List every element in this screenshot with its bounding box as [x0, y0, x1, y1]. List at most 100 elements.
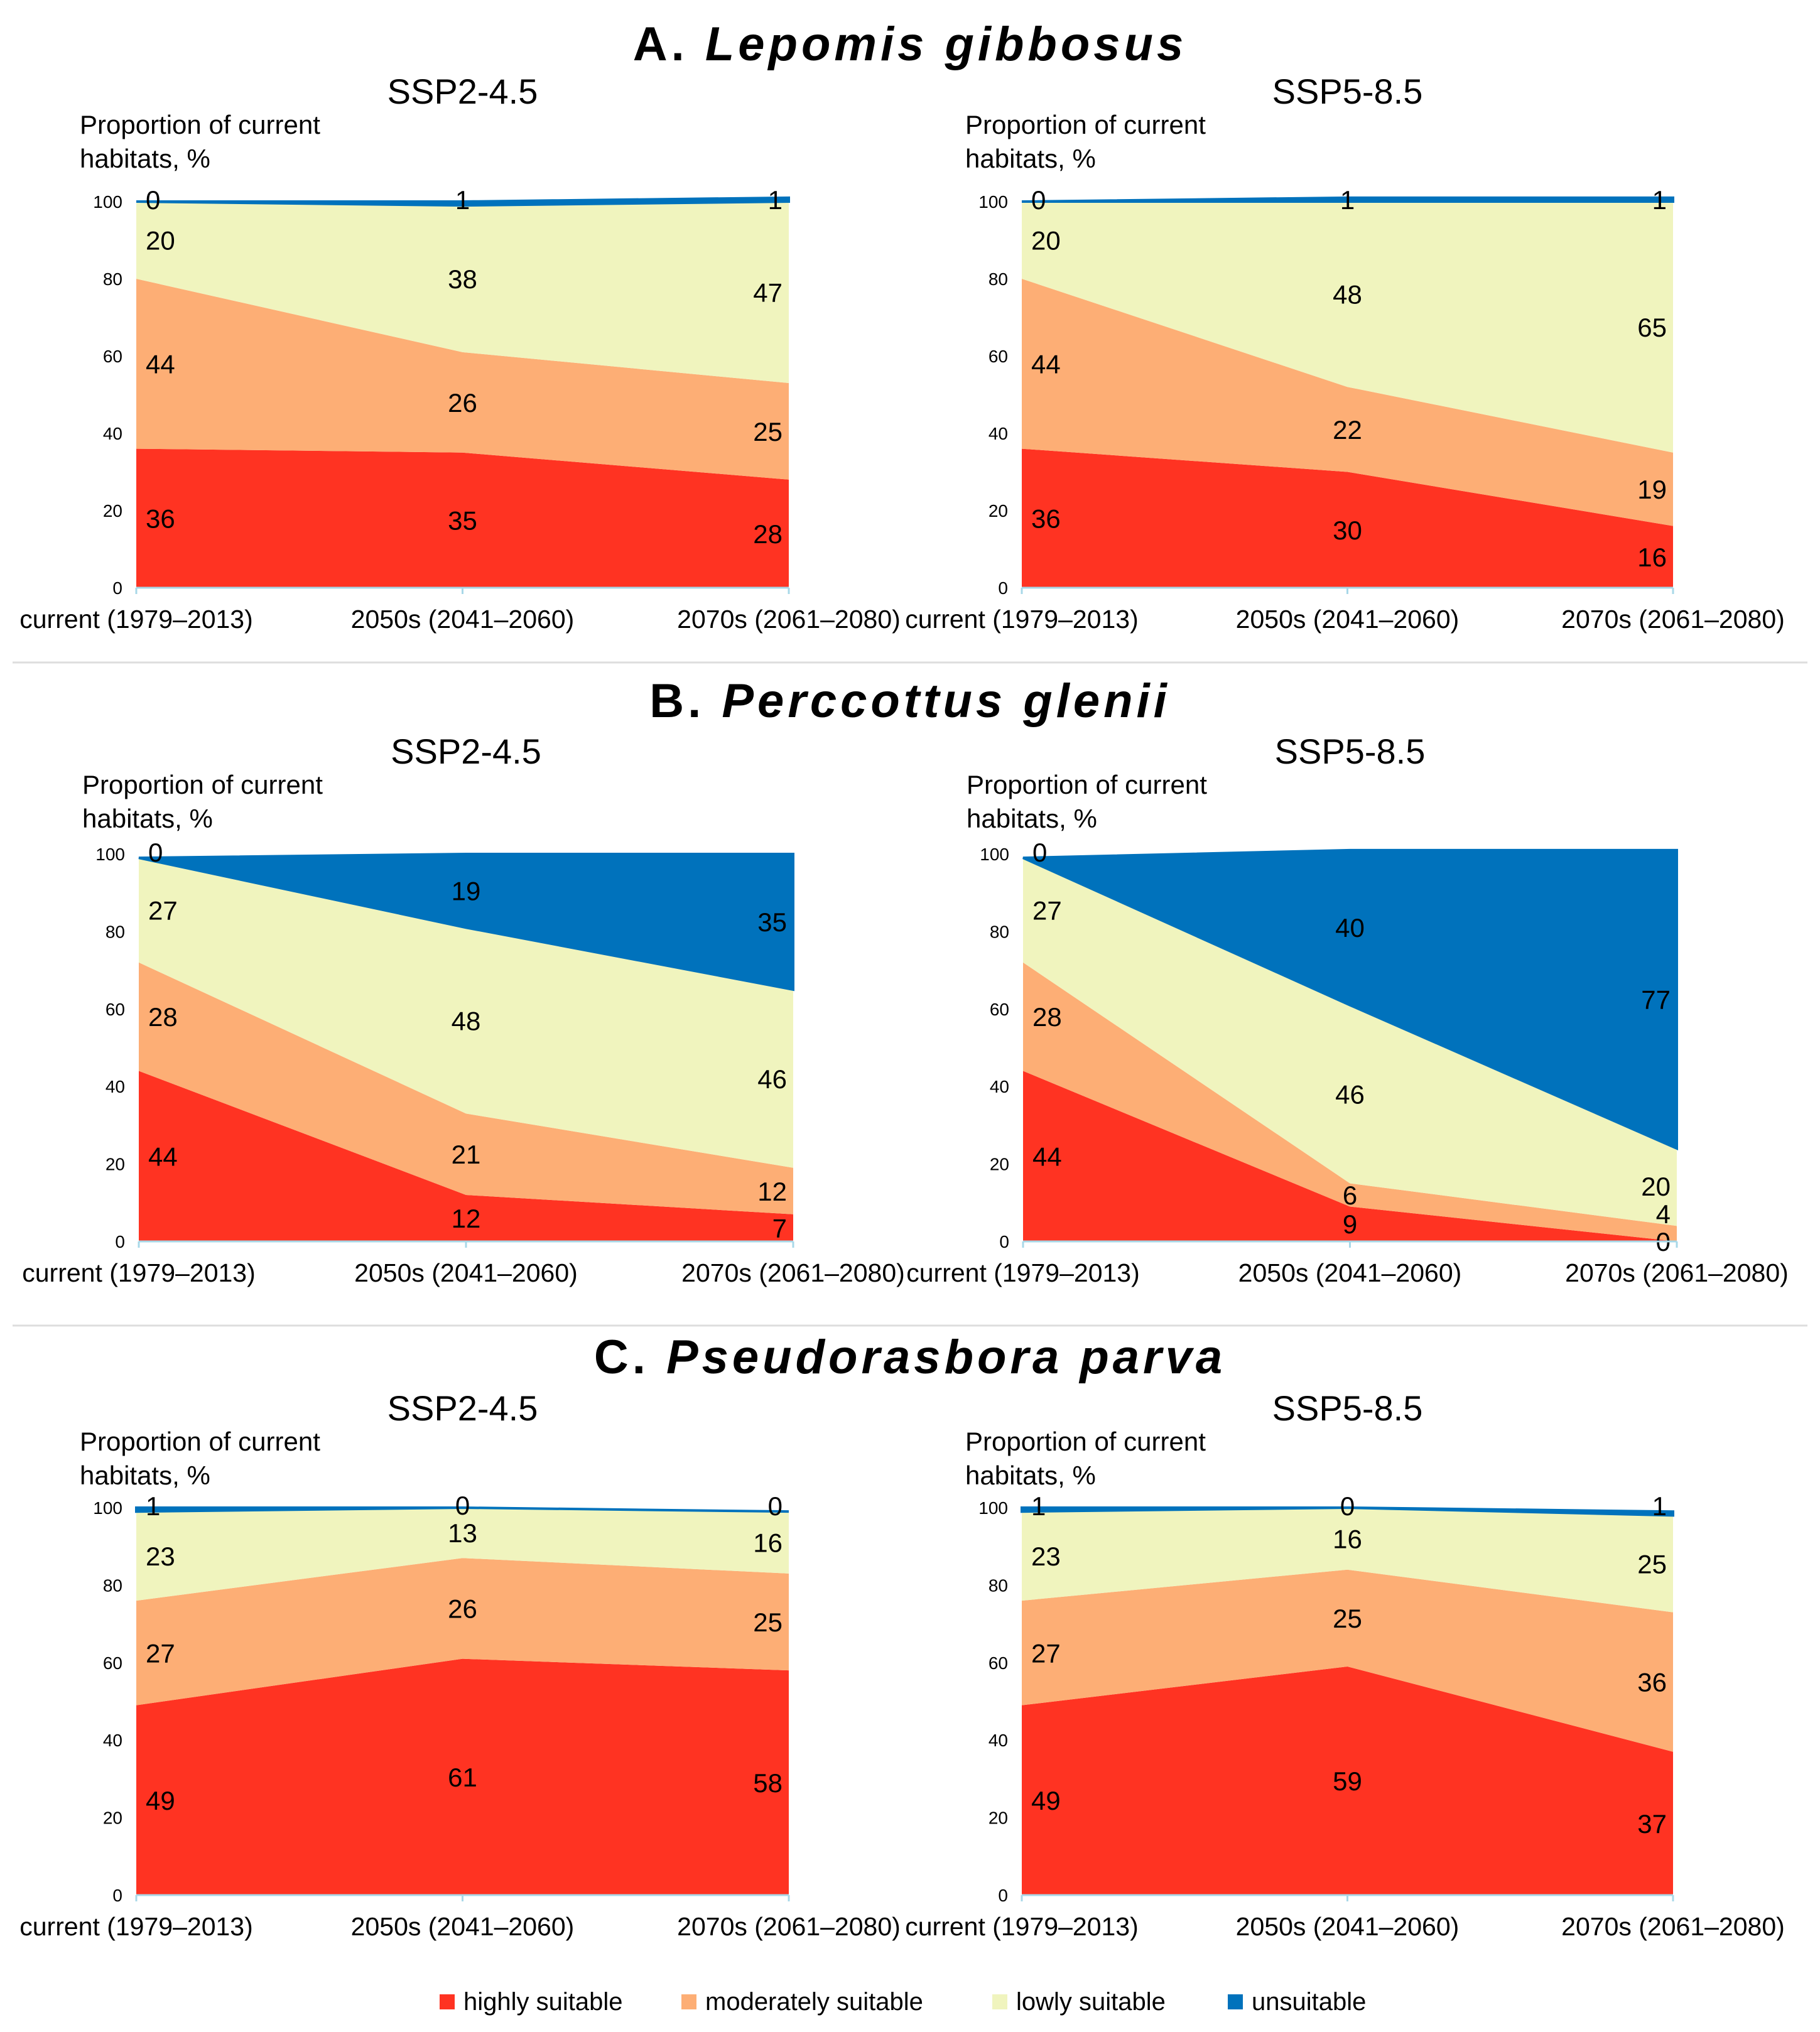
area-moderately	[136, 1558, 789, 1705]
panel-letter: B.	[649, 674, 722, 728]
data-label-lowly: 20	[1641, 1172, 1671, 1201]
x-tick-label: 2050s (2041–2060)	[351, 1912, 575, 1941]
data-label-lowly: 16	[753, 1528, 783, 1558]
panel-letter: C.	[594, 1331, 666, 1384]
area-highly	[1022, 448, 1673, 588]
y-axis-label: habitats, %	[80, 144, 210, 173]
legend: highly suitable moderately suitable lowly …	[440, 1988, 1366, 2016]
data-label-highly: 36	[146, 504, 175, 533]
y-tick-label: 80	[989, 269, 1008, 289]
y-tick-label: 40	[106, 1077, 125, 1096]
data-label-lowly: 47	[753, 278, 783, 308]
x-tick-label: 2050s (2041–2060)	[1238, 1258, 1462, 1287]
data-label-moderately: 22	[1333, 415, 1362, 445]
y-tick-label: 60	[989, 1653, 1008, 1673]
panel-title: A. Lepomis gibbosus	[633, 18, 1188, 71]
data-label-lowly: 20	[146, 226, 175, 256]
area-moderately	[1022, 279, 1673, 526]
area-unsuitable	[1022, 848, 1678, 1150]
data-label-highly: 44	[1032, 1142, 1062, 1171]
data-label-unsuitable: 40	[1335, 913, 1365, 943]
area-highly	[139, 1071, 793, 1241]
data-label-highly: 44	[148, 1142, 178, 1171]
area-unsuitable	[1021, 196, 1674, 203]
y-axis-label: Proportion of current	[80, 110, 320, 139]
area-lowly	[1023, 858, 1677, 1226]
legend-label: lowly suitable	[1016, 1988, 1166, 2016]
x-tick-label: 2050s (2041–2060)	[1236, 605, 1460, 634]
y-tick-label: 0	[112, 578, 122, 598]
panel-letter: A.	[633, 18, 705, 71]
legend-swatch	[681, 1994, 696, 2009]
data-label-unsuitable: 0	[455, 1491, 470, 1520]
chart-title: SSP2-4.5	[387, 72, 538, 111]
y-tick-label: 40	[103, 424, 122, 443]
x-tick-label: 2050s (2041–2060)	[1236, 1912, 1460, 1941]
data-label-unsuitable: 1	[1652, 185, 1667, 215]
legend-swatch	[1228, 1994, 1243, 2009]
data-label-highly: 37	[1637, 1809, 1667, 1839]
y-tick-label: 20	[103, 501, 122, 521]
data-label-highly: 16	[1637, 543, 1667, 572]
data-label-lowly: 27	[1032, 895, 1062, 925]
data-label-moderately: 21	[452, 1140, 481, 1169]
area-unsuitable	[136, 196, 790, 207]
legend-label: highly suitable	[463, 1988, 623, 2016]
data-label-moderately: 25	[753, 417, 783, 446]
data-label-lowly: 23	[1031, 1542, 1061, 1571]
area-lowly	[139, 858, 793, 1168]
data-label-unsuitable: 1	[768, 185, 783, 215]
y-tick-label: 100	[93, 1498, 122, 1518]
legend-item-moderately: moderately suitable	[681, 1988, 923, 2016]
area-highly	[136, 1658, 789, 1895]
y-tick-label: 80	[106, 922, 125, 941]
y-tick-label: 40	[989, 1731, 1008, 1750]
data-label-moderately: 19	[1637, 475, 1667, 504]
y-axis-label: habitats, %	[82, 804, 213, 833]
data-label-lowly: 46	[1335, 1080, 1365, 1110]
y-axis-label: Proportion of current	[965, 1427, 1206, 1456]
y-tick-label: 40	[989, 424, 1008, 443]
data-label-lowly: 13	[448, 1518, 477, 1548]
data-label-lowly: 46	[757, 1064, 787, 1094]
data-label-lowly: 48	[1333, 280, 1362, 310]
data-label-moderately: 6	[1343, 1181, 1357, 1210]
x-tick-label: 2050s (2041–2060)	[351, 605, 575, 634]
data-label-lowly: 65	[1637, 313, 1667, 342]
data-label-lowly: 23	[146, 1542, 175, 1571]
data-label-moderately: 27	[146, 1638, 175, 1668]
data-label-lowly: 27	[148, 895, 178, 925]
y-tick-label: 40	[103, 1731, 122, 1750]
y-tick-label: 20	[990, 1155, 1009, 1174]
chart-0-1: SSP5-8.5 Proportion of current habitats, %…	[905, 72, 1785, 634]
data-label-unsuitable: 19	[452, 877, 481, 906]
data-label-unsuitable: 1	[146, 1491, 160, 1521]
y-tick-label: 20	[989, 1808, 1008, 1828]
area-moderately	[1022, 1569, 1673, 1752]
area-highly	[136, 448, 789, 588]
area-unsuitable	[138, 853, 794, 992]
data-label-lowly: 20	[1031, 226, 1061, 256]
x-tick-label: current (1979–2013)	[905, 605, 1139, 634]
data-label-highly: 59	[1333, 1766, 1362, 1796]
data-label-highly: 36	[1031, 504, 1061, 533]
legend-label: moderately suitable	[705, 1988, 923, 2016]
data-label-highly: 9	[1343, 1209, 1357, 1239]
x-tick-label: current (1979–2013)	[19, 1912, 253, 1941]
y-tick-label: 80	[990, 922, 1009, 941]
x-tick-label: 2050s (2041–2060)	[354, 1258, 578, 1287]
y-axis-label: habitats, %	[967, 804, 1097, 833]
data-label-moderately: 44	[146, 349, 175, 379]
y-tick-label: 100	[978, 192, 1008, 212]
chart-2-0: SSP2-4.5 Proportion of current habitats, %…	[19, 1388, 901, 1941]
data-label-highly: 30	[1333, 516, 1362, 545]
data-label-unsuitable: 0	[1032, 838, 1047, 867]
y-tick-label: 60	[989, 347, 1008, 366]
y-axis-label: Proportion of current	[80, 1427, 320, 1456]
x-tick-label: current (1979–2013)	[905, 1912, 1139, 1941]
x-tick-label: 2070s (2061–2080)	[677, 605, 901, 634]
x-tick-label: 2070s (2061–2080)	[1561, 1912, 1785, 1941]
area-lowly	[136, 202, 789, 384]
y-tick-label: 60	[103, 1653, 122, 1673]
x-tick-label: current (1979–2013)	[19, 605, 253, 634]
